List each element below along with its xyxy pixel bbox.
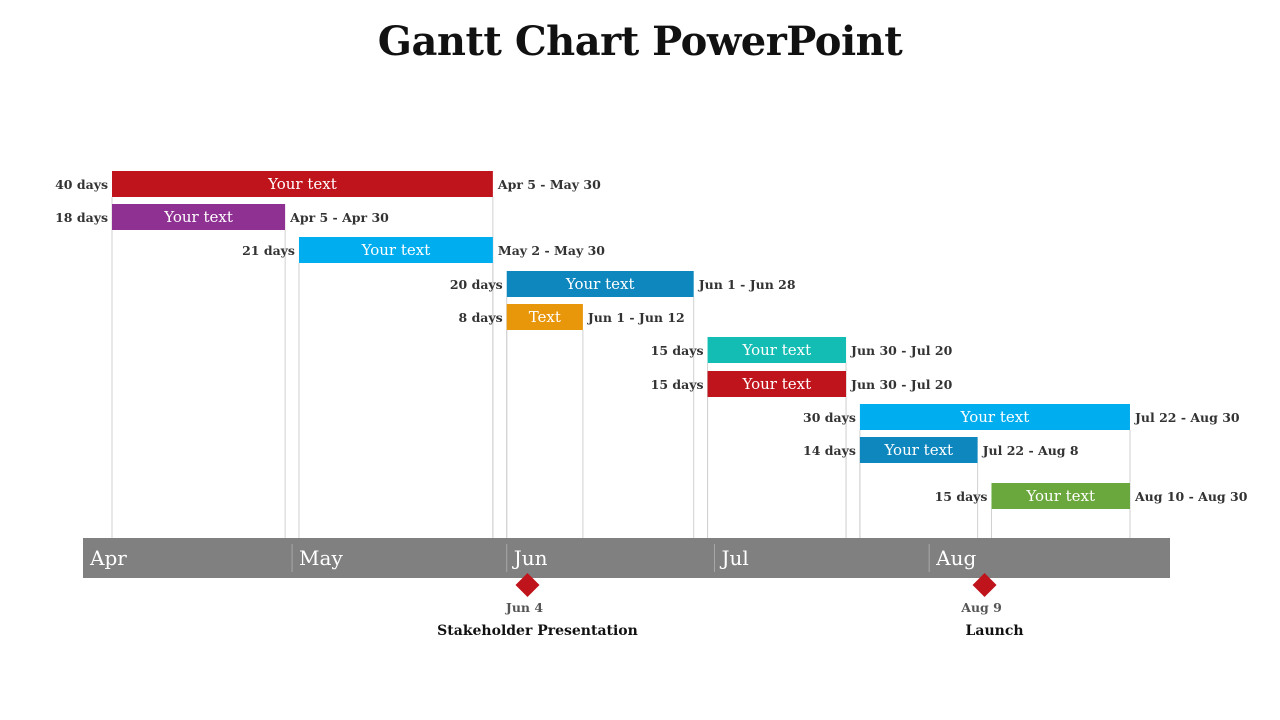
task-duration: 20 days	[450, 277, 503, 292]
milestone-diamond	[972, 573, 997, 597]
task-date-range: Jun 1 - Jun 28	[698, 277, 796, 292]
task-duration: 14 days	[803, 443, 856, 458]
task-bar-label: Text	[529, 308, 561, 326]
task-bar-label: Your text	[741, 375, 811, 393]
task-bar-label: Your text	[267, 175, 337, 193]
task-bar	[991, 483, 1130, 509]
task-duration: 21 days	[242, 243, 295, 258]
task-date-range: Jun 30 - Jul 20	[850, 343, 953, 358]
task-date-range: Jul 22 - Aug 30	[1134, 410, 1240, 425]
milestone-date: Aug 9	[960, 600, 1002, 615]
task-bar	[707, 371, 847, 397]
task-date-range: Jul 22 - Aug 8	[982, 443, 1079, 458]
page-title: Gantt Chart PowerPoint	[377, 18, 903, 65]
task-bar	[859, 437, 978, 463]
month-label: May	[299, 546, 343, 570]
task-bar-label: Your text	[565, 275, 635, 293]
milestone-diamond	[515, 573, 540, 597]
task-duration: 15 days	[651, 343, 704, 358]
task-bar	[506, 271, 694, 297]
task-date-range: Apr 5 - May 30	[497, 177, 601, 192]
task-date-range: Jun 1 - Jun 12	[587, 310, 685, 325]
task-duration: 30 days	[803, 410, 856, 425]
task-duration: 15 days	[651, 377, 704, 392]
task-bar-label: Your text	[883, 441, 953, 459]
task-date-range: Jun 30 - Jul 20	[850, 377, 953, 392]
milestone-date: Jun 4	[505, 600, 543, 615]
month-label: Aug	[935, 546, 976, 570]
task-date-range: Aug 10 - Aug 30	[1134, 489, 1248, 504]
month-axis	[83, 538, 1170, 578]
task-bar	[112, 204, 286, 230]
task-duration: 18 days	[55, 210, 108, 225]
month-label: Apr	[89, 546, 127, 570]
task-date-range: Apr 5 - Apr 30	[289, 210, 389, 225]
task-bar	[707, 337, 847, 363]
month-label: Jun	[512, 546, 548, 570]
task-bar	[112, 171, 493, 197]
month-label: Jul	[719, 546, 748, 570]
task-bar-label: Your text	[361, 241, 431, 259]
task-date-range: May 2 - May 30	[498, 243, 605, 258]
task-bar	[506, 304, 583, 330]
task-bar	[859, 404, 1130, 430]
task-duration: 15 days	[935, 489, 988, 504]
task-bar	[298, 237, 493, 263]
task-bar-label: Your text	[1025, 487, 1095, 505]
task-duration: 8 days	[459, 310, 503, 325]
milestone-name: Stakeholder Presentation	[437, 623, 638, 639]
task-bar-label: Your text	[741, 341, 811, 359]
task-bar-label: Your text	[960, 408, 1030, 426]
task-duration: 40 days	[55, 177, 108, 192]
task-bar-label: Your text	[163, 208, 233, 226]
milestone-name: Launch	[966, 623, 1024, 639]
